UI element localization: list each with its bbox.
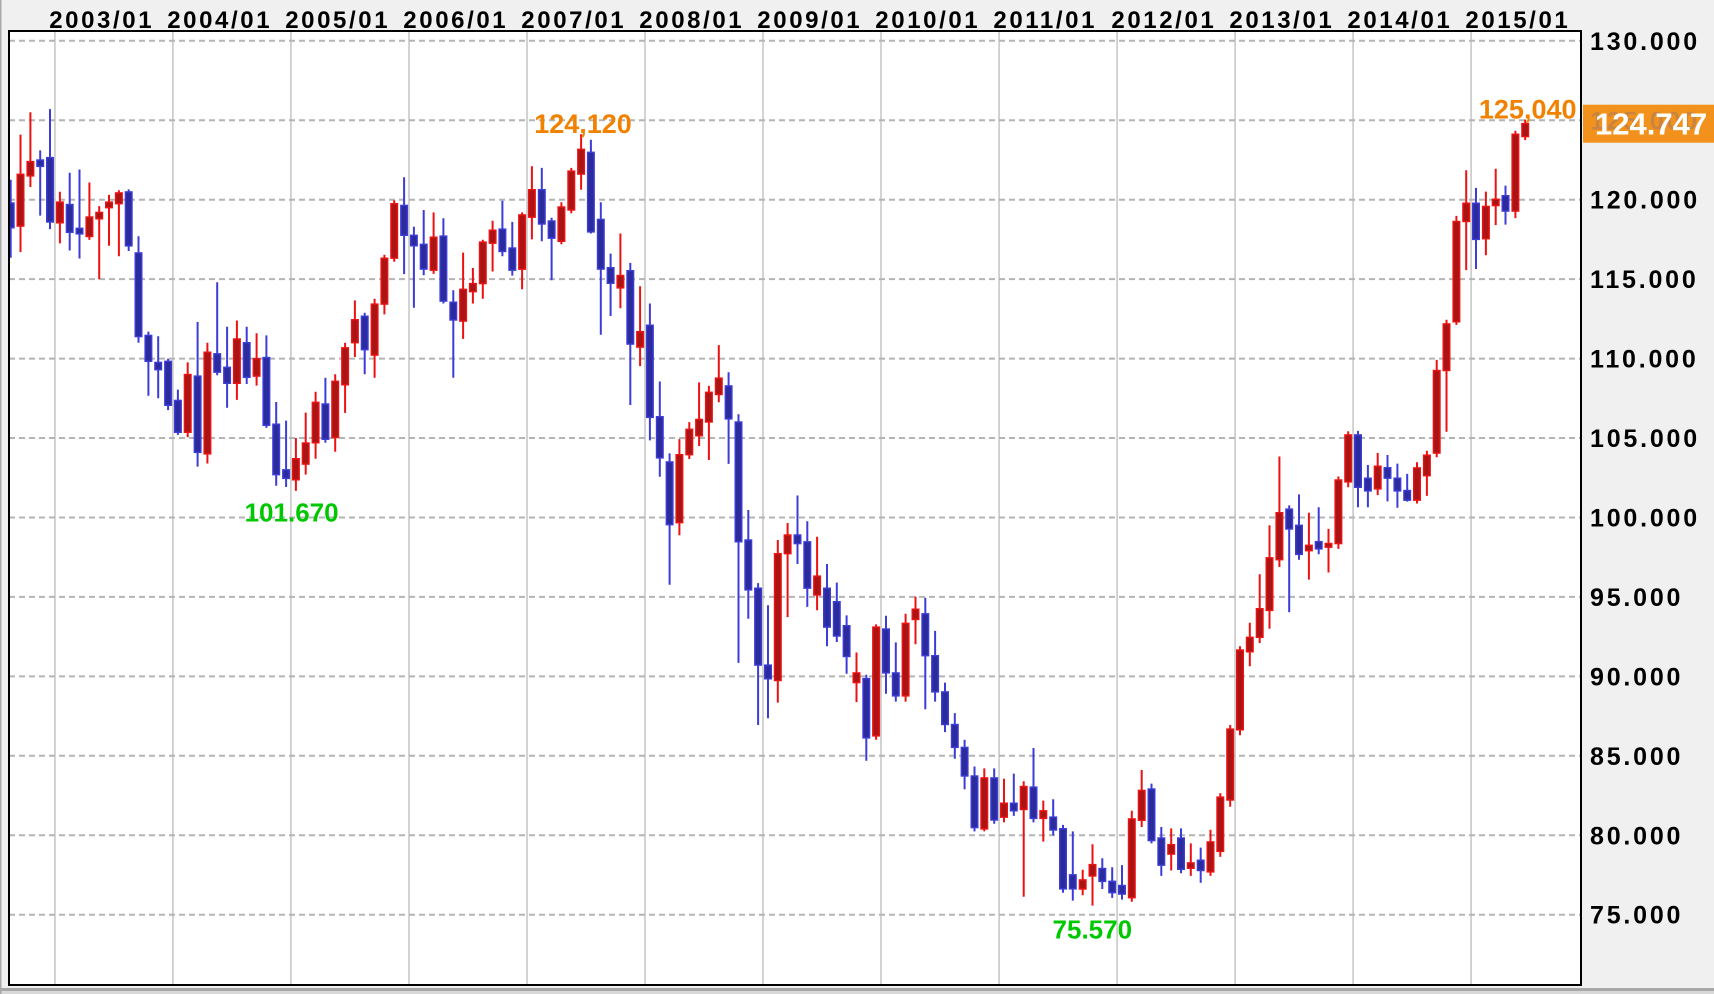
svg-text:85.000: 85.000 [1590, 743, 1683, 771]
svg-text:2012/01: 2012/01 [1111, 7, 1216, 34]
svg-text:2003/01: 2003/01 [49, 7, 154, 34]
svg-text:75.570: 75.570 [1053, 915, 1133, 945]
svg-text:125,040: 125,040 [1479, 95, 1577, 125]
svg-text:100.000: 100.000 [1590, 505, 1700, 533]
svg-text:124,120: 124,120 [534, 109, 632, 139]
svg-text:2005/01: 2005/01 [285, 7, 390, 34]
svg-text:2008/01: 2008/01 [639, 7, 744, 34]
svg-text:90.000: 90.000 [1590, 663, 1683, 691]
svg-text:2015/01: 2015/01 [1465, 7, 1570, 34]
svg-text:110.000: 110.000 [1590, 346, 1699, 374]
svg-text:105.000: 105.000 [1590, 425, 1700, 453]
svg-text:115.000: 115.000 [1590, 266, 1699, 294]
svg-text:125.000: 125.000 [1590, 108, 1700, 136]
svg-text:2013/01: 2013/01 [1229, 7, 1334, 34]
svg-text:75.000: 75.000 [1590, 902, 1683, 930]
svg-text:2010/01: 2010/01 [875, 7, 980, 34]
svg-text:2011/01: 2011/01 [993, 7, 1097, 34]
svg-text:101.670: 101.670 [245, 498, 339, 528]
svg-text:95.000: 95.000 [1590, 584, 1683, 612]
svg-text:2007/01: 2007/01 [521, 7, 626, 34]
svg-text:2006/01: 2006/01 [403, 7, 508, 34]
svg-text:2014/01: 2014/01 [1347, 7, 1452, 34]
svg-text:124.747: 124.747 [1595, 107, 1707, 142]
svg-text:2009/01: 2009/01 [757, 7, 862, 34]
svg-text:130.000: 130.000 [1590, 28, 1700, 56]
svg-text:120.000: 120.000 [1590, 187, 1700, 215]
svg-text:80.000: 80.000 [1590, 822, 1683, 850]
svg-text:2004/01: 2004/01 [167, 7, 272, 34]
